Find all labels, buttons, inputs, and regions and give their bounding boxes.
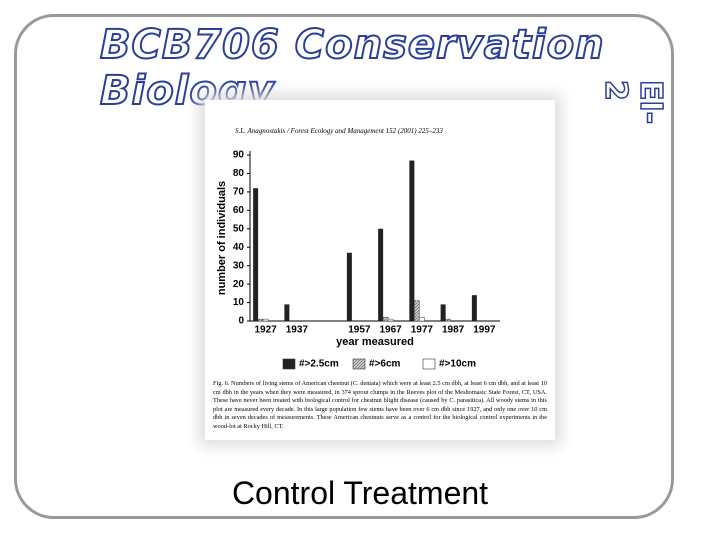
bar (440, 304, 446, 321)
bar (387, 318, 394, 322)
bar (382, 317, 389, 322)
y-tick-label: 50 (233, 223, 245, 234)
legend-label: #>10cm (439, 359, 476, 370)
x-tick-label: 1997 (473, 325, 496, 336)
x-tick-label: 1987 (442, 325, 465, 336)
legend-swatch (422, 358, 436, 370)
slide-frame (14, 14, 674, 519)
y-tick-label: 30 (233, 260, 245, 271)
y-tick-label: 80 (233, 168, 245, 179)
bar (419, 317, 425, 322)
y-tick-label: 70 (233, 187, 245, 198)
x-axis-label: year measured (336, 336, 414, 348)
x-tick-label: 1927 (255, 325, 278, 336)
footer-text: Control Treatment (231, 475, 489, 511)
x-tick-label: 1977 (411, 325, 434, 336)
x-tick-label: 1957 (348, 325, 371, 336)
y-tick-label: 90 (233, 150, 245, 161)
x-tick-label: 1967 (380, 325, 403, 336)
bar (471, 295, 477, 321)
bar (253, 188, 259, 321)
legend-swatch (352, 358, 366, 370)
bar (409, 160, 415, 321)
y-tick-label: 20 (233, 279, 245, 290)
bar (262, 318, 269, 322)
bar (414, 300, 420, 322)
y-tick-label: 60 (233, 205, 245, 216)
bar (378, 228, 384, 321)
caption: Fig. 6. Numbers of living stems of Ameri… (213, 380, 547, 430)
bar (346, 252, 352, 321)
bar (284, 304, 290, 321)
legend-label: #>2.5cm (299, 359, 339, 370)
bar (445, 318, 451, 322)
bar (257, 318, 264, 322)
slide-title: BCB706 Conservation Biology (99, 21, 605, 115)
y-tick-label: 10 (233, 297, 245, 308)
y-axis-label: number of individuals (216, 181, 228, 295)
legend-label: #>6cm (369, 359, 401, 370)
x-tick-label: 1937 (286, 325, 309, 336)
legend-swatch (282, 358, 296, 370)
y-tick-label: 0 (238, 316, 244, 327)
citation: S.L. Anagnostakis / Forest Ecology and M… (235, 127, 443, 135)
y-tick-label: 40 (233, 242, 245, 253)
